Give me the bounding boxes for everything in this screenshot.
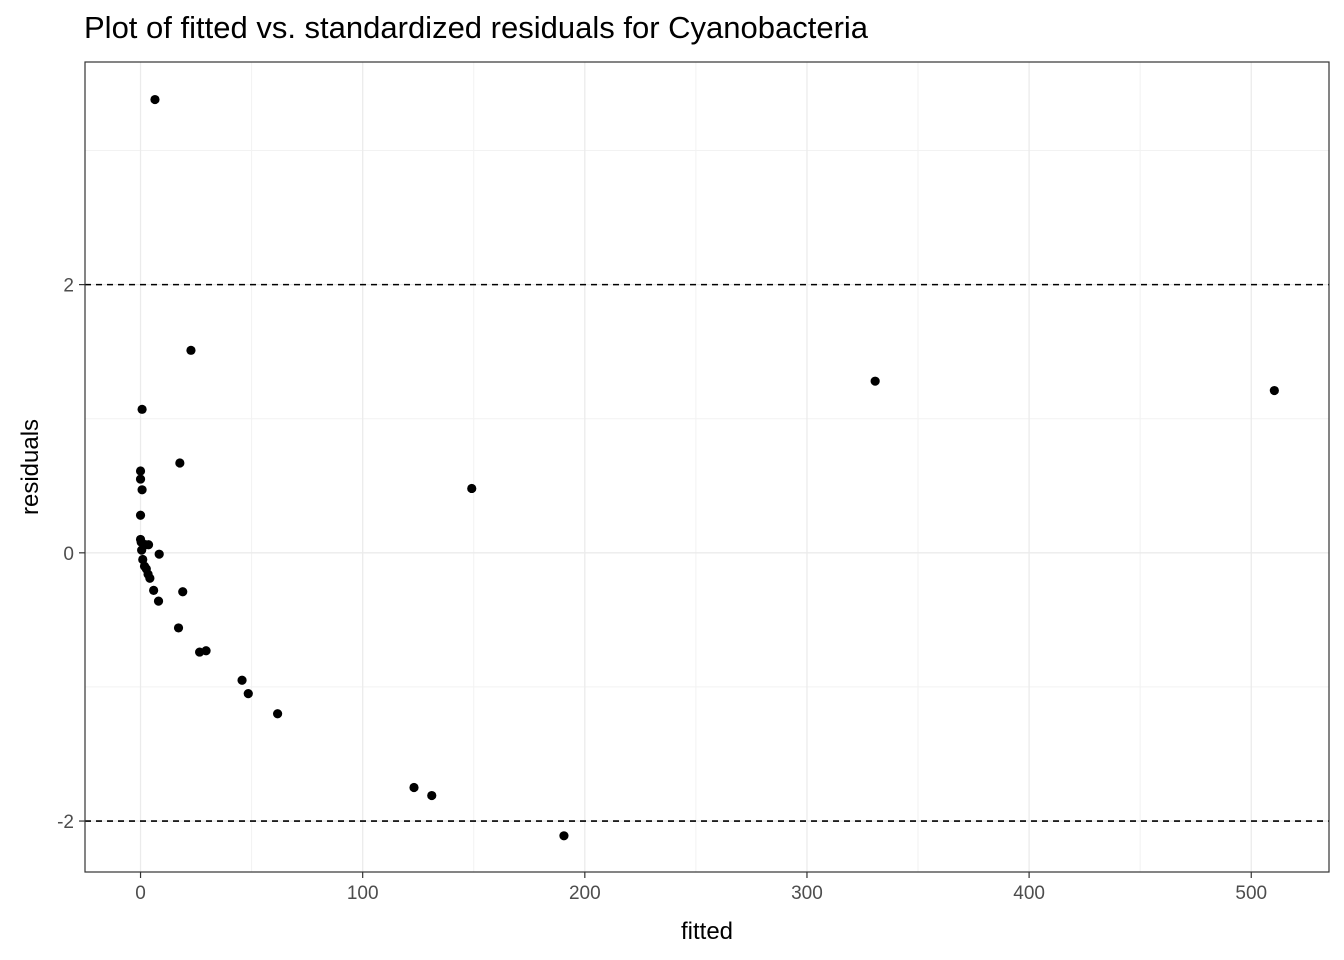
panel-background (85, 62, 1329, 872)
y-tick-label: 0 (63, 544, 74, 565)
panel-border (84, 61, 1330, 873)
data-point (135, 474, 146, 484)
data-point (153, 596, 164, 606)
data-point (409, 782, 419, 793)
data-point (427, 790, 437, 801)
y-tick-label: -2 (57, 812, 74, 833)
x-tick-label: 0 (135, 883, 146, 904)
data-point (135, 466, 146, 476)
y-tick-label: 2 (63, 276, 74, 297)
data-point (467, 483, 477, 494)
data-point (175, 458, 185, 468)
data-point (201, 646, 211, 656)
data-point (143, 540, 154, 550)
minor-gridlines (85, 62, 1329, 872)
chart-title: Plot of fitted vs. standardized residual… (84, 10, 869, 45)
data-point (559, 831, 569, 841)
data-point (135, 510, 146, 520)
data-point (173, 623, 184, 633)
x-axis-ticks: 0 100 200 300 400 500 (135, 872, 1267, 904)
data-point (154, 549, 164, 559)
data-point (149, 585, 159, 595)
reference-lines (85, 283, 1329, 822)
data-point (178, 587, 188, 597)
data-point (137, 485, 147, 495)
x-tick-label: 400 (1013, 883, 1045, 904)
y-axis-ticks: -2 0 2 (57, 276, 85, 833)
data-point (243, 689, 253, 699)
data-points (135, 94, 1279, 841)
x-tick-label: 500 (1235, 883, 1267, 904)
x-tick-label: 200 (569, 883, 601, 904)
data-point (137, 545, 147, 555)
data-point (186, 345, 196, 355)
data-point (870, 376, 880, 386)
data-point (237, 675, 247, 685)
data-point (1269, 385, 1279, 396)
data-point (145, 573, 155, 583)
x-axis-label: fitted (681, 918, 733, 945)
data-point (272, 709, 283, 719)
data-point (150, 94, 160, 105)
x-tick-label: 300 (791, 883, 823, 904)
y-axis-label: residuals (17, 419, 44, 515)
x-tick-label: 100 (347, 883, 379, 904)
data-point (137, 404, 147, 414)
